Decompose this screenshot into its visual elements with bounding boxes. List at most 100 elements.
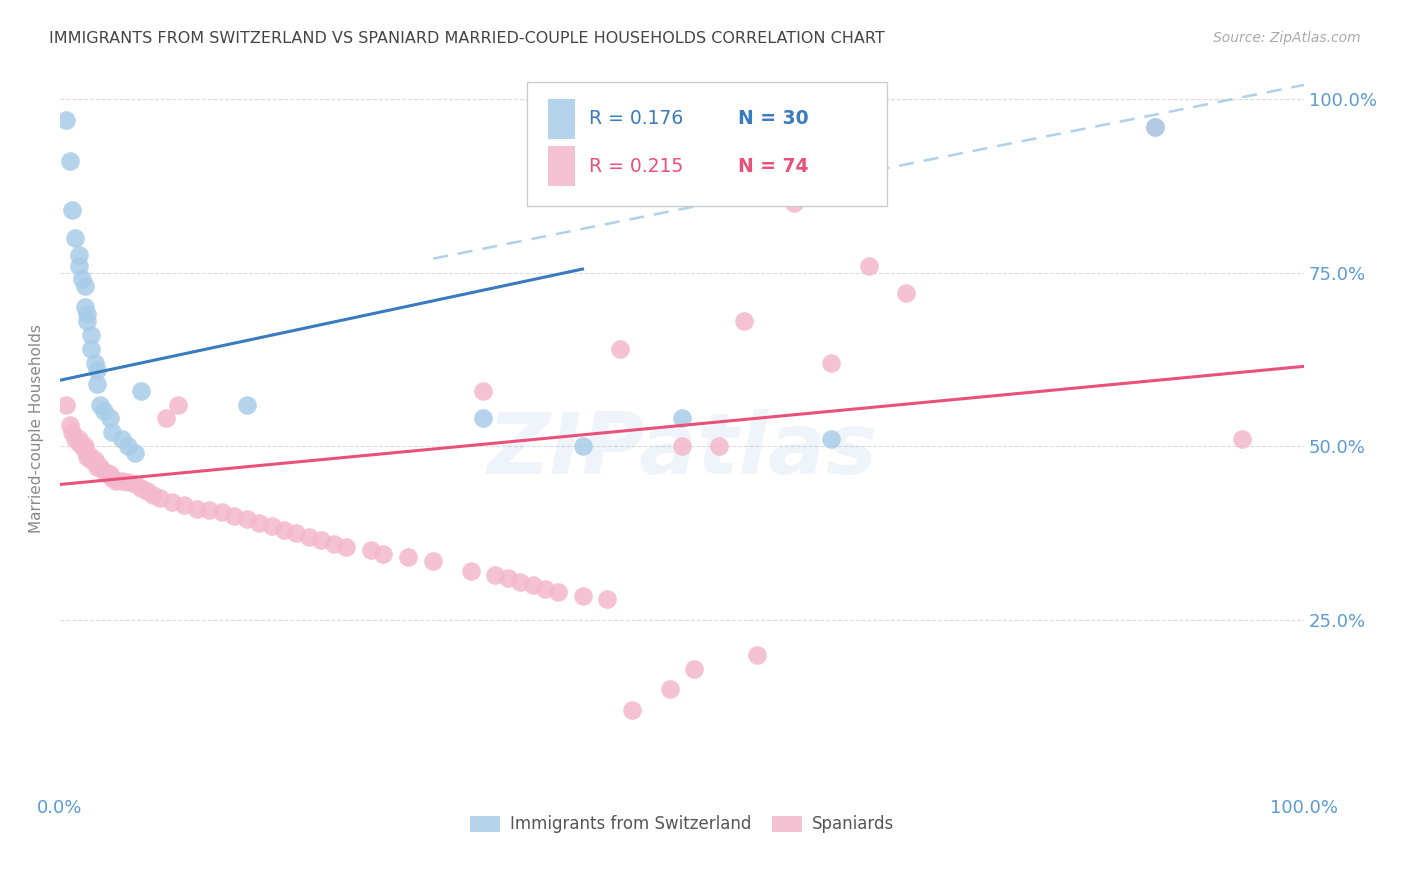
- Point: [124, 446, 146, 460]
- Point: [148, 491, 170, 506]
- Point: [73, 439, 96, 453]
- Point: [98, 411, 121, 425]
- Point: [186, 501, 208, 516]
- Point: [111, 474, 134, 488]
- Point: [298, 530, 321, 544]
- Point: [72, 272, 94, 286]
- Point: [155, 411, 177, 425]
- Point: [67, 435, 90, 450]
- Point: [73, 279, 96, 293]
- Point: [136, 484, 159, 499]
- Point: [80, 328, 103, 343]
- Point: [89, 460, 111, 475]
- Point: [658, 682, 681, 697]
- Point: [67, 248, 90, 262]
- Point: [72, 439, 94, 453]
- Point: [93, 464, 115, 478]
- Point: [76, 314, 98, 328]
- Point: [73, 300, 96, 314]
- Text: R = 0.215: R = 0.215: [589, 157, 683, 176]
- Point: [522, 578, 544, 592]
- Point: [571, 439, 593, 453]
- Point: [83, 356, 105, 370]
- Point: [80, 450, 103, 464]
- Point: [63, 231, 86, 245]
- Point: [235, 398, 257, 412]
- Point: [86, 376, 108, 391]
- Point: [117, 439, 139, 453]
- Point: [76, 450, 98, 464]
- Point: [709, 439, 731, 453]
- Point: [745, 648, 768, 662]
- Point: [105, 474, 128, 488]
- Point: [83, 453, 105, 467]
- Point: [609, 342, 631, 356]
- Point: [322, 536, 344, 550]
- Point: [67, 432, 90, 446]
- Point: [129, 384, 152, 398]
- Text: IMMIGRANTS FROM SWITZERLAND VS SPANIARD MARRIED-COUPLE HOUSEHOLDS CORRELATION CH: IMMIGRANTS FROM SWITZERLAND VS SPANIARD …: [49, 31, 884, 46]
- FancyBboxPatch shape: [527, 82, 887, 206]
- Point: [820, 432, 842, 446]
- Point: [820, 356, 842, 370]
- Point: [534, 582, 557, 596]
- Point: [59, 418, 82, 433]
- Point: [55, 112, 77, 127]
- Point: [62, 202, 84, 217]
- Text: N = 74: N = 74: [738, 157, 808, 176]
- Point: [160, 495, 183, 509]
- Point: [86, 460, 108, 475]
- Point: [783, 196, 806, 211]
- Point: [472, 384, 495, 398]
- Point: [373, 547, 395, 561]
- FancyBboxPatch shape: [548, 146, 575, 186]
- Point: [129, 481, 152, 495]
- Point: [621, 703, 644, 717]
- Point: [62, 425, 84, 440]
- Point: [335, 540, 357, 554]
- Point: [59, 154, 82, 169]
- Point: [496, 571, 519, 585]
- Point: [98, 467, 121, 481]
- Point: [460, 564, 482, 578]
- Point: [101, 425, 124, 440]
- Point: [396, 550, 419, 565]
- Point: [55, 398, 77, 412]
- Point: [67, 259, 90, 273]
- Point: [80, 453, 103, 467]
- Point: [273, 523, 295, 537]
- Text: ZIPatlas: ZIPatlas: [486, 409, 877, 492]
- Point: [117, 475, 139, 490]
- Y-axis label: Married-couple Households: Married-couple Households: [30, 325, 44, 533]
- Point: [76, 446, 98, 460]
- Point: [1143, 120, 1166, 134]
- Point: [224, 508, 246, 523]
- Text: Source: ZipAtlas.com: Source: ZipAtlas.com: [1213, 31, 1361, 45]
- Point: [211, 505, 233, 519]
- Point: [683, 662, 706, 676]
- Point: [360, 543, 382, 558]
- Point: [571, 589, 593, 603]
- Point: [858, 259, 880, 273]
- Point: [509, 574, 531, 589]
- Point: [63, 432, 86, 446]
- Point: [894, 286, 917, 301]
- Point: [96, 467, 118, 481]
- Point: [311, 533, 333, 547]
- Point: [285, 526, 308, 541]
- Point: [671, 439, 693, 453]
- Point: [198, 503, 221, 517]
- Point: [422, 554, 444, 568]
- Point: [547, 585, 569, 599]
- Point: [1230, 432, 1253, 446]
- Point: [484, 567, 506, 582]
- Point: [167, 398, 190, 412]
- Point: [733, 314, 755, 328]
- Point: [73, 442, 96, 457]
- Point: [89, 398, 111, 412]
- Point: [93, 404, 115, 418]
- Text: R = 0.176: R = 0.176: [589, 110, 683, 128]
- FancyBboxPatch shape: [548, 99, 575, 139]
- Point: [111, 432, 134, 446]
- Point: [86, 457, 108, 471]
